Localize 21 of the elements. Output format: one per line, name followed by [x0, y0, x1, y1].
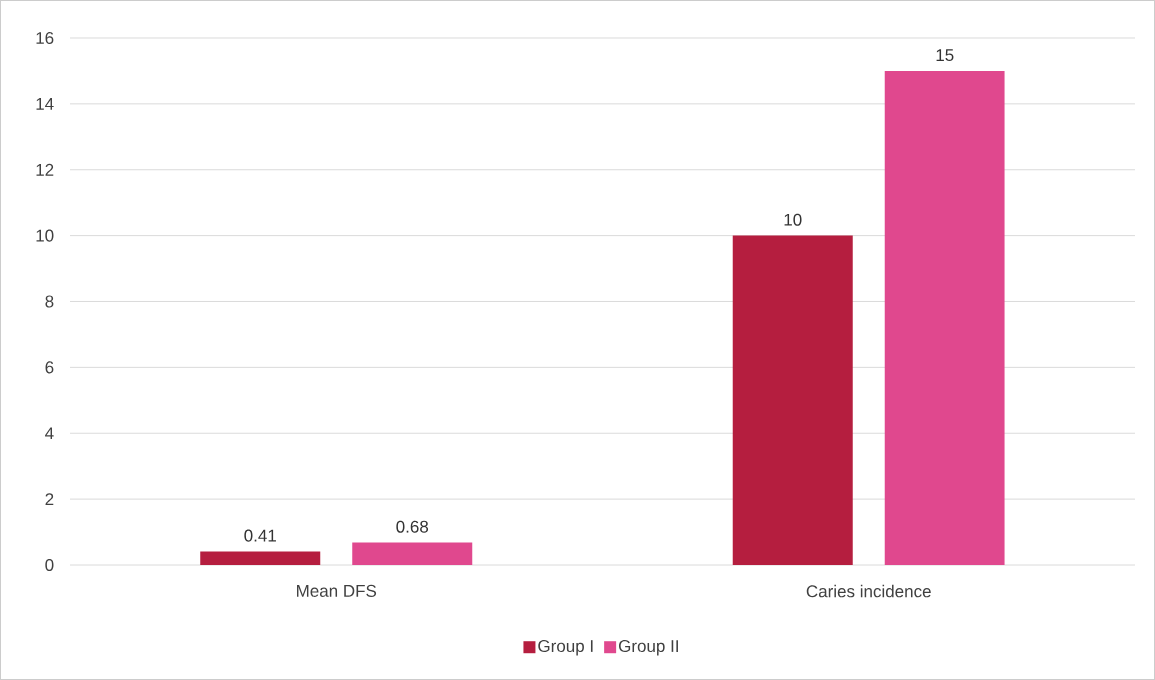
y-tick-label: 8	[45, 295, 54, 308]
legend-label: Group II	[619, 640, 678, 656]
data-label: 0.68	[396, 520, 429, 533]
bar	[884, 70, 1005, 565]
data-label: 15	[936, 49, 954, 62]
y-tick-label: 6	[45, 361, 54, 374]
y-tick-label: 10	[36, 229, 54, 242]
bar	[732, 235, 853, 565]
x-tick-label: Caries incidence	[806, 584, 931, 598]
bar	[352, 542, 473, 565]
y-tick-label: 16	[36, 31, 54, 45]
y-tick-label: 12	[36, 163, 54, 176]
x-tick-label: Mean DFS	[297, 584, 377, 597]
y-tick-label: 0	[45, 558, 54, 572]
y-tick-label: 4	[45, 427, 54, 440]
y-tick-label: 14	[36, 98, 54, 110]
y-tick-label: 2	[45, 493, 54, 506]
legend-label: Group I	[538, 640, 593, 656]
data-label: 0.41	[244, 529, 276, 542]
data-label: 10	[784, 213, 802, 226]
bar	[200, 551, 321, 565]
